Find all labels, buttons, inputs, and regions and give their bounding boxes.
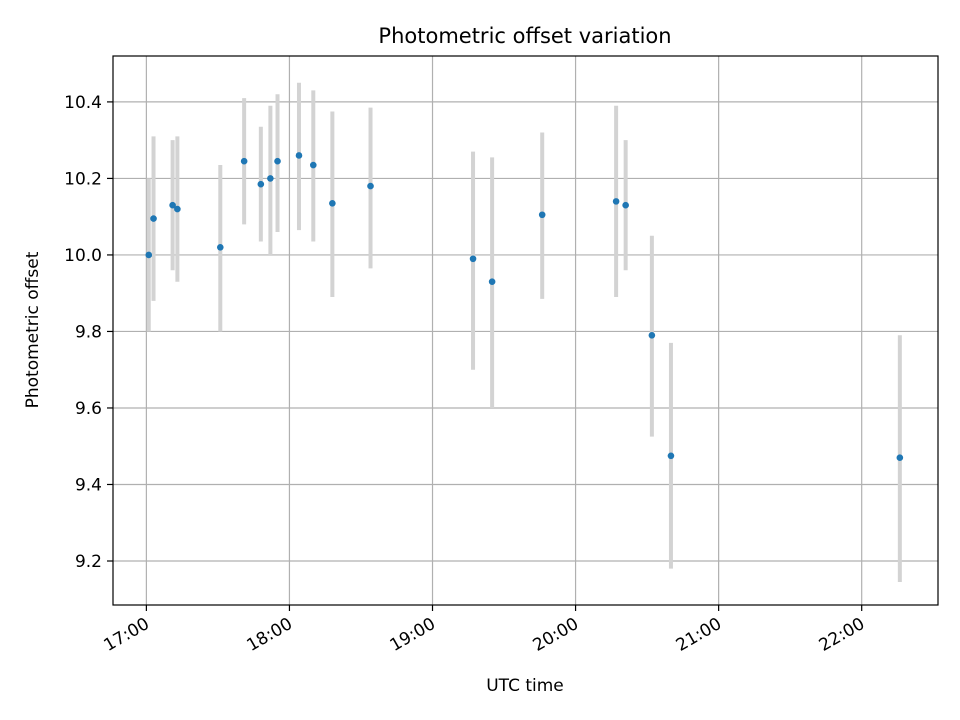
data-point (240, 157, 248, 165)
data-point (150, 215, 157, 222)
data-point (538, 211, 546, 219)
x-tick-label: 17:00 (100, 614, 152, 656)
point-layer (145, 152, 904, 462)
plot-frame (112, 55, 939, 606)
data-point (648, 331, 656, 339)
tick-layer: 17:00 18:00 19:00 20:00 21:00 22:00 9.2 9.4 9.6 9… (64, 93, 868, 656)
data-point (667, 452, 675, 460)
data-point (174, 205, 181, 213)
chart-title: Photometric offset variation (378, 24, 671, 48)
x-tick-label: 20:00 (530, 614, 582, 656)
y-tick-label: 10.2 (64, 169, 102, 189)
x-axis-label: UTC time (486, 676, 564, 696)
data-point (169, 201, 176, 209)
data-point (295, 152, 303, 159)
y-axis-label: Photometric offset (23, 251, 43, 408)
y-tick-label: 10.0 (64, 246, 102, 266)
y-tick-label: 10.4 (64, 93, 102, 113)
y-tick-label: 9.4 (75, 475, 102, 495)
y-tick-label: 9.6 (75, 399, 102, 419)
data-point (367, 182, 374, 190)
data-point (274, 157, 281, 165)
data-point (257, 180, 265, 188)
data-point (469, 255, 477, 263)
data-point (622, 201, 629, 209)
data-point (896, 454, 904, 462)
data-point (612, 198, 620, 205)
data-point (309, 161, 317, 169)
data-point (216, 243, 224, 251)
y-tick-label: 9.8 (75, 322, 102, 342)
data-point (488, 278, 496, 286)
data-point (329, 199, 336, 207)
x-tick-label: 19:00 (387, 614, 439, 656)
errorbar-layer (146, 82, 902, 583)
grid-layer (113, 56, 938, 605)
data-point (145, 251, 153, 259)
data-point (267, 175, 274, 182)
x-tick-label: 18:00 (244, 614, 296, 656)
x-tick-label: 21:00 (673, 614, 725, 656)
x-tick-label: 22:00 (816, 614, 868, 656)
y-tick-label: 9.2 (75, 552, 102, 572)
